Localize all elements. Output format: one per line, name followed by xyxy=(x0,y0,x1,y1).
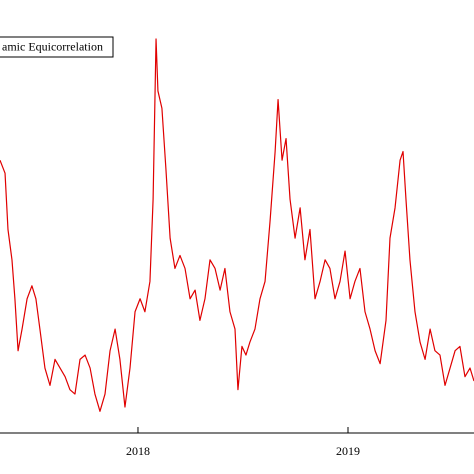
x-tick-label: 2018 xyxy=(126,444,150,458)
x-tick-label: 2019 xyxy=(336,444,360,458)
data-line xyxy=(0,38,474,412)
legend-label: amic Equicorrelation xyxy=(2,39,103,53)
legend-box xyxy=(0,36,114,58)
